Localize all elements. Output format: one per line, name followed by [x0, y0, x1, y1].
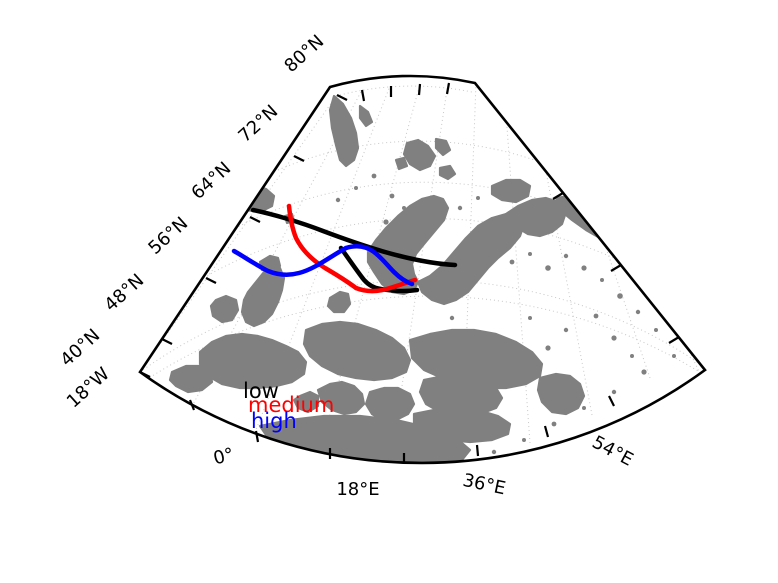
lat-label-40: 40°N — [56, 325, 104, 371]
lon-label-54E: 54°E — [589, 432, 637, 471]
track-high-east — [343, 244, 415, 287]
legend-label-medium: medium — [248, 393, 334, 417]
track-low — [250, 207, 458, 268]
legend-label-high: high — [251, 409, 297, 433]
axis-ticks — [139, 82, 680, 464]
lat-label-56: 56°N — [144, 213, 192, 259]
map-border — [138, 74, 707, 465]
legend-label-low: low — [243, 379, 279, 403]
lon-label-0: 0° — [211, 444, 236, 469]
lon-label-18E: 18°E — [336, 479, 379, 500]
track-low-branch — [338, 245, 420, 294]
storm-tracks — [231, 203, 458, 294]
track-medium — [286, 203, 359, 291]
legend: low medium high — [243, 379, 334, 433]
lat-label-48: 48°N — [100, 270, 148, 316]
lat-label-80: 80°N — [280, 31, 328, 77]
map-background — [140, 75, 705, 463]
lat-label-72: 72°N — [234, 101, 282, 147]
track-high — [231, 245, 349, 277]
lat-label-64: 64°N — [187, 158, 235, 204]
lon-label-36E: 36°E — [461, 470, 508, 500]
